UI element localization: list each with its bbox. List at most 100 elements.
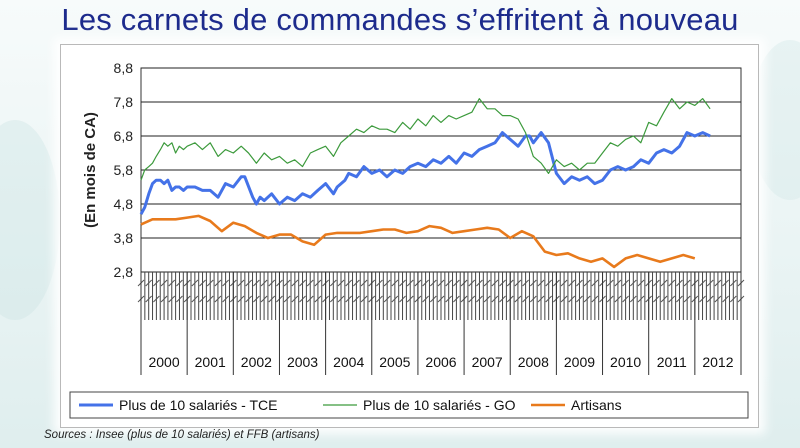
month-tick-mark bbox=[699, 279, 706, 287]
x-year-label: 2006 bbox=[425, 354, 456, 370]
month-tick-mark bbox=[576, 279, 583, 287]
month-tick-mark bbox=[383, 279, 391, 287]
month-tick-mark bbox=[683, 295, 691, 303]
month-tick-mark bbox=[153, 295, 160, 303]
x-year-label: 2010 bbox=[610, 354, 641, 370]
month-tick-mark bbox=[245, 295, 253, 303]
slide-title: Les carnets de commandes s’effritent à n… bbox=[61, 2, 739, 37]
legend-label: Artisans bbox=[571, 397, 622, 413]
month-tick-mark bbox=[660, 295, 668, 303]
month-tick-mark bbox=[268, 295, 276, 303]
month-tick-mark bbox=[606, 295, 614, 303]
month-tick-mark bbox=[299, 279, 306, 287]
month-tick-mark bbox=[514, 279, 522, 287]
month-tick-mark bbox=[353, 295, 360, 303]
line-chart: 2,8 3,8 4,8 5,8 6,8 7,8 8,8 (En mois de CA) 20… bbox=[69, 60, 749, 419]
month-tick-mark bbox=[306, 295, 314, 303]
month-tick-mark bbox=[260, 295, 268, 303]
month-tick-mark bbox=[406, 295, 414, 303]
month-tick-mark bbox=[729, 295, 737, 303]
legend-label: Plus de 10 salariés - TCE bbox=[119, 397, 277, 413]
month-tick-mark bbox=[299, 295, 306, 303]
decorative-blob-left bbox=[0, 120, 60, 320]
month-tick-mark bbox=[491, 279, 499, 287]
month-tick-mark bbox=[483, 295, 491, 303]
month-tick-mark bbox=[145, 295, 153, 303]
month-tick-mark bbox=[714, 279, 722, 287]
month-tick-mark bbox=[437, 295, 445, 303]
month-tick-mark bbox=[653, 295, 660, 303]
month-tick-mark bbox=[576, 295, 583, 303]
month-tick-mark bbox=[560, 279, 568, 287]
x-year-label: 2011 bbox=[657, 354, 687, 370]
month-tick-mark bbox=[676, 295, 683, 303]
month-tick-mark bbox=[199, 279, 206, 287]
month-tick-mark bbox=[153, 279, 160, 287]
y-tick-labels: 2,8 3,8 4,8 5,8 6,8 7,8 8,8 bbox=[114, 60, 134, 280]
month-tick-mark bbox=[199, 295, 206, 303]
x-year-label: 2005 bbox=[379, 354, 410, 370]
month-tick-mark bbox=[676, 279, 683, 287]
month-tick-mark bbox=[637, 295, 645, 303]
y-tick-label: 3,8 bbox=[114, 230, 134, 246]
month-tick-mark bbox=[391, 279, 399, 287]
source-note: Sources : Insee (plus de 10 salariés) et… bbox=[44, 429, 320, 441]
month-tick-mark bbox=[499, 295, 506, 303]
month-tick-mark bbox=[329, 279, 337, 287]
month-tick-mark bbox=[706, 295, 714, 303]
series-line-2 bbox=[140, 97, 711, 181]
month-tick-mark bbox=[714, 295, 722, 303]
month-tick-mark bbox=[476, 295, 483, 303]
month-tick-mark bbox=[606, 279, 614, 287]
month-tick-mark bbox=[429, 295, 437, 303]
month-tick-mark bbox=[699, 295, 706, 303]
x-year-label: 2000 bbox=[148, 354, 179, 370]
y-tick-label: 6,8 bbox=[114, 128, 134, 144]
month-tick-mark bbox=[476, 279, 483, 287]
month-tick-mark bbox=[314, 279, 322, 287]
month-tick-mark bbox=[668, 295, 676, 303]
month-tick-mark bbox=[622, 295, 629, 303]
month-tick-mark bbox=[168, 279, 176, 287]
month-tick-mark bbox=[629, 279, 637, 287]
month-tick-mark bbox=[376, 295, 383, 303]
month-tick-mark bbox=[176, 295, 183, 303]
month-tick-mark bbox=[568, 295, 576, 303]
month-tick-mark bbox=[206, 295, 214, 303]
month-tick-mark bbox=[260, 279, 268, 287]
month-tick-mark bbox=[268, 279, 276, 287]
month-tick-mark bbox=[191, 295, 199, 303]
month-tick-mark bbox=[237, 279, 245, 287]
month-tick-mark bbox=[729, 279, 737, 287]
month-tick-mark bbox=[545, 279, 553, 287]
month-tick-mark bbox=[583, 295, 591, 303]
month-tick-mark bbox=[245, 279, 253, 287]
month-tick-mark bbox=[429, 279, 437, 287]
month-tick-mark bbox=[529, 295, 537, 303]
month-tick-mark bbox=[468, 279, 476, 287]
month-tick-mark bbox=[722, 295, 729, 303]
month-tick-mark bbox=[337, 279, 345, 287]
month-tick-mark bbox=[453, 279, 460, 287]
x-year-label: 2012 bbox=[702, 354, 733, 370]
month-tick-mark bbox=[522, 295, 529, 303]
month-tick-mark bbox=[206, 279, 214, 287]
month-tick-mark bbox=[222, 279, 229, 287]
month-tick-mark bbox=[514, 295, 522, 303]
month-tick-mark bbox=[383, 295, 391, 303]
month-tick-mark bbox=[614, 295, 622, 303]
legend: Plus de 10 salariés - TCE Plus de 10 sala… bbox=[69, 391, 749, 419]
x-year-label: 2001 bbox=[195, 354, 226, 370]
month-tick-mark bbox=[399, 295, 406, 303]
y-axis-label: (En mois de CA) bbox=[82, 112, 99, 228]
month-tick-mark bbox=[629, 295, 637, 303]
x-year-label: 2009 bbox=[564, 354, 595, 370]
month-tick-mark bbox=[214, 295, 222, 303]
month-tick-mark bbox=[191, 279, 199, 287]
x-year-label: 2003 bbox=[287, 354, 318, 370]
y-tick-label: 5,8 bbox=[114, 162, 134, 178]
x-year-labels: 2000 2001 2002 2003 2004 2005 2006 2007 2008 2009… bbox=[140, 272, 742, 375]
series-line-1 bbox=[139, 131, 711, 215]
y-tick-label: 7,8 bbox=[114, 94, 134, 110]
y-tick-label: 2,8 bbox=[114, 264, 134, 280]
